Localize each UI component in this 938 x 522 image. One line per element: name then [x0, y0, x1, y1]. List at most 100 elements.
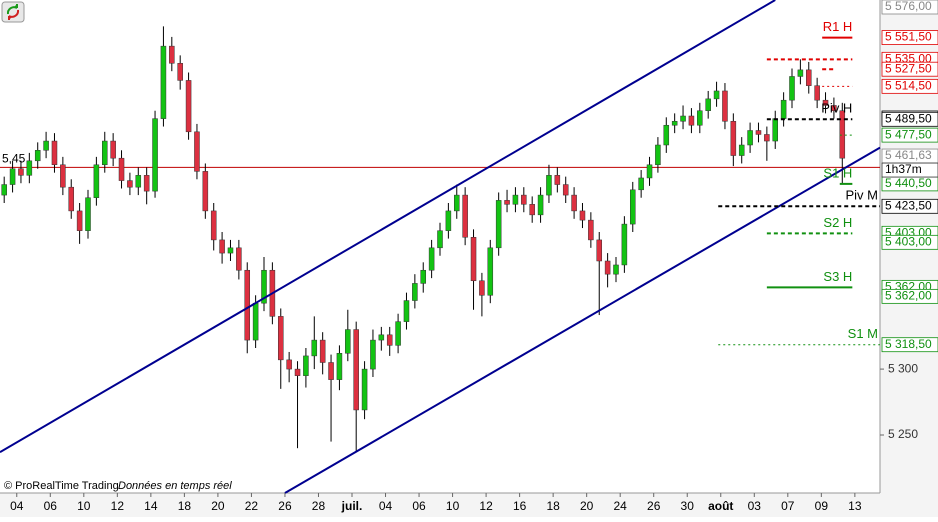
candle-body	[638, 177, 644, 191]
pivot-label: S1 H	[823, 165, 852, 180]
candle-body	[395, 321, 401, 346]
x-tick-label: août	[708, 499, 733, 513]
x-tick-label: 20	[211, 499, 225, 513]
candle-body	[252, 302, 259, 341]
candle-body	[118, 157, 125, 181]
price-label-box	[881, 337, 938, 353]
countdown-box	[881, 162, 938, 178]
candle-body	[152, 118, 158, 192]
x-tick-label: 18	[178, 499, 192, 513]
x-tick-label: 16	[513, 499, 527, 513]
candle-body	[537, 194, 544, 216]
channel-line	[284, 146, 881, 494]
x-tick-label: 10	[446, 499, 460, 513]
candle-body	[613, 264, 619, 275]
price-label-box	[881, 111, 938, 127]
candle-body	[462, 194, 468, 238]
x-tick-label: 22	[245, 499, 259, 513]
candle-body	[311, 339, 318, 357]
candle-body	[210, 210, 217, 241]
price-label: 5 318,50	[885, 337, 932, 351]
candle-body	[755, 130, 762, 135]
candle-body	[688, 115, 695, 126]
candle-body	[85, 197, 91, 231]
candle-body	[169, 45, 175, 64]
time-axis-panel	[0, 493, 880, 517]
candle-body	[353, 329, 359, 411]
candle-body	[671, 121, 678, 126]
candle-body	[797, 69, 804, 77]
price-label: 5 551,50	[885, 30, 932, 44]
price-label-box	[881, 30, 938, 45]
last-price-label: 5,45	[2, 152, 26, 166]
price-label-box	[881, 61, 938, 77]
x-tick-label: 20	[580, 499, 594, 513]
price-label: 5 403,00	[885, 234, 932, 248]
candle-body	[177, 63, 183, 81]
price-label-box	[881, 288, 938, 304]
price-label: 5 514,50	[885, 79, 932, 93]
candle-body	[286, 359, 292, 370]
candle-body	[722, 90, 728, 122]
pivot-label: S1 M	[848, 326, 878, 341]
candle-body	[554, 175, 561, 185]
price-label-box	[881, 234, 938, 250]
candle-body	[34, 150, 41, 162]
countdown-label: 1h37m	[885, 162, 922, 176]
candle-body	[655, 144, 661, 166]
candle-body	[110, 140, 116, 159]
candle-body	[588, 219, 594, 241]
candle-body	[244, 269, 251, 341]
candle-body	[646, 164, 653, 179]
candle-body	[445, 210, 452, 231]
x-tick-label: 06	[412, 499, 426, 513]
candle-body	[596, 239, 603, 262]
channel-line	[0, 0, 776, 453]
price-label: 5 461,63	[885, 148, 932, 162]
candle-body	[1, 184, 7, 196]
price-label-box	[881, 0, 938, 15]
candle-body	[185, 80, 192, 133]
candle-body	[764, 134, 770, 142]
candle-body	[487, 247, 494, 296]
candle-body	[277, 316, 284, 361]
x-tick-label: 06	[44, 499, 58, 513]
x-tick-label: 28	[312, 499, 326, 513]
x-tick-label: 18	[546, 499, 560, 513]
candle-body	[336, 353, 343, 380]
candle-body	[571, 194, 577, 212]
candle-body	[9, 168, 16, 185]
candle-body	[814, 85, 820, 101]
pivot-label: Piv M	[846, 188, 879, 203]
candle-body	[303, 355, 309, 376]
candle-body	[143, 175, 150, 192]
candle-body	[512, 194, 519, 205]
price-label: 5 489,50	[885, 111, 932, 125]
candle-body	[579, 210, 586, 221]
candle-body	[705, 98, 711, 111]
candle-body	[738, 144, 745, 156]
y-tick-label: 5 300	[888, 361, 918, 375]
x-tick-label: 12	[479, 499, 493, 513]
candle-body	[51, 140, 58, 166]
price-label: 5 527,50	[885, 61, 932, 75]
candle-body	[621, 223, 628, 266]
price-label: 5 423,50	[885, 198, 932, 212]
candle-body	[562, 184, 569, 196]
price-label-box	[881, 127, 938, 143]
candle-body	[780, 99, 787, 119]
x-tick-label: 12	[111, 499, 125, 513]
refresh-button[interactable]	[1, 1, 25, 23]
x-tick-label: 26	[647, 499, 661, 513]
candle-body	[194, 131, 200, 172]
x-tick-label: 14	[144, 499, 158, 513]
candle-body	[697, 110, 703, 126]
candle-body	[219, 239, 225, 254]
candle-body	[437, 230, 443, 249]
candle-body	[504, 200, 510, 205]
candle-body	[730, 121, 737, 156]
pivot-label: S2 H	[823, 215, 852, 230]
source-note: Données en temps réel	[118, 480, 232, 492]
